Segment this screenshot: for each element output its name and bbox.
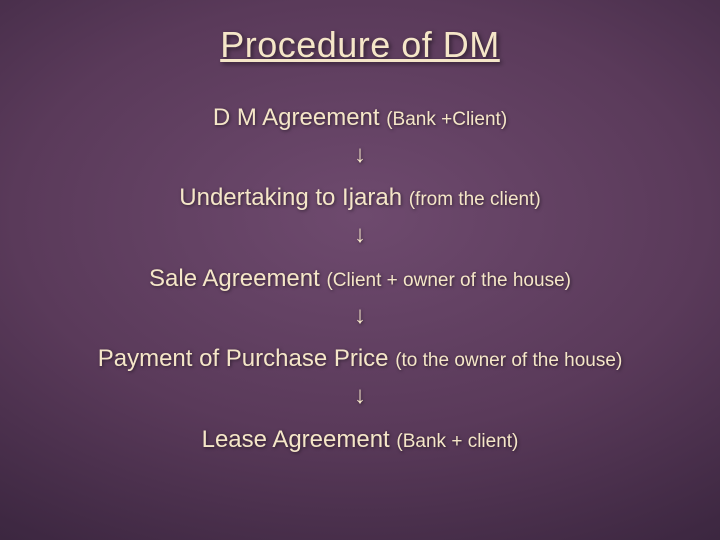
step-sub: (to the owner of the house) xyxy=(395,350,622,371)
slide: Procedure of DM D M Agreement (Bank +Cli… xyxy=(0,0,720,540)
step-sub: (Client + owner of the house) xyxy=(326,270,571,291)
step-main: Sale Agreement xyxy=(149,265,326,292)
step-sub: (Bank + client) xyxy=(396,431,518,452)
step-main: D M Agreement xyxy=(213,104,386,131)
down-arrow-icon: ↓ xyxy=(354,216,366,254)
step-sub: (from the client) xyxy=(409,189,541,210)
down-arrow-icon: ↓ xyxy=(354,377,366,415)
step-main: Lease Agreement xyxy=(202,426,397,453)
step-sub: (Bank +Client) xyxy=(386,109,507,130)
step-item: Sale Agreement (Client + owner of the ho… xyxy=(149,265,571,293)
step-main: Payment of Purchase Price xyxy=(98,345,395,372)
step-item: Undertaking to Ijarah (from the client) xyxy=(179,184,540,212)
down-arrow-icon: ↓ xyxy=(354,136,366,174)
slide-title: Procedure of DM xyxy=(220,24,500,66)
down-arrow-icon: ↓ xyxy=(354,297,366,335)
step-item: Payment of Purchase Price (to the owner … xyxy=(98,345,623,373)
step-item: Lease Agreement (Bank + client) xyxy=(202,426,519,454)
step-item: D M Agreement (Bank +Client) xyxy=(213,104,507,132)
step-main: Undertaking to Ijarah xyxy=(179,184,408,211)
steps-container: D M Agreement (Bank +Client) ↓ Undertaki… xyxy=(98,104,623,454)
